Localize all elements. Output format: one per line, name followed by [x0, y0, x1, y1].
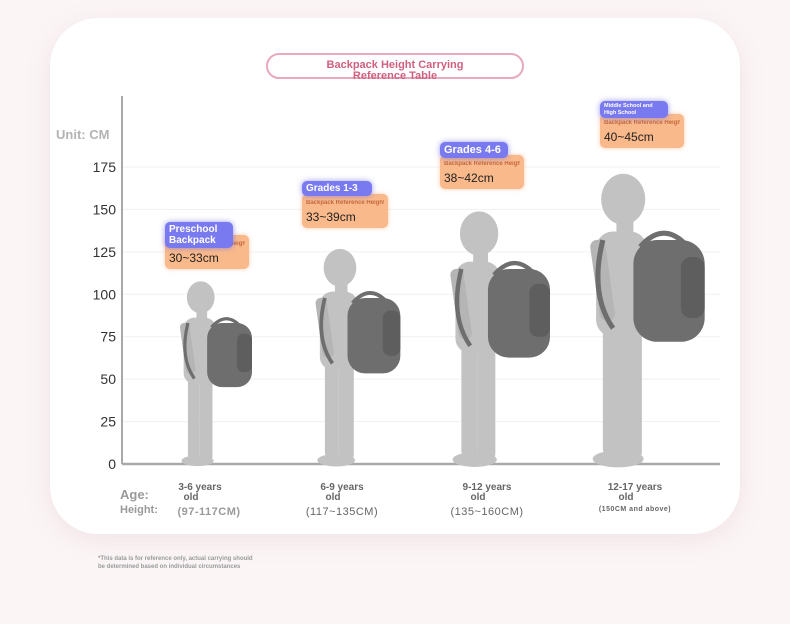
- footnote: *This data is for reference only, actual…: [98, 555, 253, 571]
- backpack-strap: [319, 297, 334, 365]
- category-age: 6-9 years old: [292, 483, 392, 503]
- category-age: 12-17 years old: [580, 483, 690, 503]
- chart-title-line2: Reference Table: [352, 70, 438, 82]
- category-age-range: 9-12 years: [462, 482, 512, 493]
- category-height: (117~135CM): [305, 506, 379, 518]
- height-axis-label: Height:: [120, 504, 158, 516]
- y-tick-75: 75: [100, 329, 116, 345]
- category-height: (150CM and above): [598, 506, 672, 513]
- figure-feet: [181, 455, 214, 467]
- category-age-suffix: old: [325, 492, 341, 503]
- y-tick-0: 0: [108, 456, 116, 472]
- ref-badge-value: 38~42cm: [444, 171, 494, 185]
- grade-badge-4: Middle School and High School: [600, 101, 668, 118]
- category-age-range: 6-9 years: [320, 482, 364, 493]
- figure-head: [323, 248, 357, 287]
- category-age: 3-6 years old: [150, 483, 250, 503]
- figure-leg-back: [324, 363, 339, 458]
- category-age-range: 3-6 years: [178, 482, 222, 493]
- figure-head: [459, 211, 499, 256]
- figure-feet: [452, 452, 497, 467]
- figure-4: [590, 173, 705, 468]
- y-tick-25: 25: [100, 414, 116, 430]
- unit-label: Unit: CM: [56, 127, 110, 142]
- category-height: (97-117CM): [177, 506, 241, 518]
- figure-head: [186, 281, 215, 314]
- category-height: (135~160CM): [450, 506, 524, 518]
- backpack-strap: [454, 268, 473, 348]
- figure-neck: [196, 310, 208, 321]
- category-age-suffix: old: [183, 492, 199, 503]
- backpack-pocket: [529, 283, 551, 337]
- backpack-strap: [595, 239, 616, 330]
- y-tick-175: 175: [93, 159, 117, 175]
- footnote-line1: *This data is for reference only, actual…: [98, 556, 253, 562]
- figure-arm: [590, 239, 615, 321]
- age-axis-label: Age:: [120, 487, 149, 502]
- category-age-suffix: old: [618, 492, 634, 503]
- chart-title: Backpack Height Carrying Reference Table: [266, 53, 524, 82]
- figure-arm: [179, 322, 196, 374]
- grade-badge-1: Preschool Backpack: [165, 222, 233, 248]
- figure-leg-front: [199, 378, 213, 461]
- y-tick-125: 125: [93, 244, 117, 260]
- category-label-3: 9-12 years old (135~160CM): [432, 483, 542, 519]
- ref-badge-4: Backpack Reference Height 40~45cm: [600, 114, 684, 148]
- category-label-4: 12-17 years old (150CM and above): [580, 483, 690, 514]
- category-label-2: 6-9 years old (117~135CM): [292, 483, 392, 519]
- ref-badge-value: 30~33cm: [169, 251, 219, 265]
- grade-badge-2: Grades 1-3: [302, 181, 372, 196]
- figure-leg-front: [477, 345, 496, 460]
- figure-2: [315, 248, 401, 467]
- figure-head: [601, 173, 646, 225]
- ref-badge-label: Backpack Reference Height: [604, 120, 680, 126]
- figure-feet: [592, 450, 644, 468]
- figure-3: [450, 211, 551, 467]
- figure-leg-front: [621, 328, 642, 459]
- category-label-1: 3-6 years old (97-117CM): [150, 483, 250, 519]
- category-age-suffix: old: [470, 492, 486, 503]
- grade-badge-3: Grades 4-6: [440, 142, 508, 158]
- figure-arm: [450, 268, 472, 340]
- footnote-line2: be determined based on individual circum…: [98, 564, 241, 570]
- chart-title-line1: Backpack Height Carrying: [326, 59, 464, 71]
- ref-badge-3: Backpack Reference Height 38~42cm: [440, 155, 524, 189]
- figure-leg-back: [187, 378, 200, 459]
- figure-leg-front: [338, 363, 354, 461]
- y-tick-100: 100: [93, 286, 117, 302]
- child-figures: [179, 173, 705, 468]
- backpack-pocket: [680, 256, 705, 319]
- ref-badge-value: 33~39cm: [306, 210, 356, 224]
- ref-badge-label: Backpack Reference Height: [444, 161, 520, 167]
- backpack-pocket: [382, 310, 401, 356]
- figure-arm: [315, 297, 334, 358]
- ref-badge-2: Backpack Reference Height 33~39cm: [302, 194, 388, 228]
- backpack-pocket: [237, 333, 253, 373]
- category-age: 9-12 years old: [432, 483, 542, 503]
- ref-badge-value: 40~45cm: [604, 130, 654, 144]
- y-tick-labels: 0 25 50 75 100 125 150 175: [93, 159, 117, 472]
- figure-leg-back: [461, 345, 478, 457]
- figure-leg-back: [602, 328, 622, 456]
- category-age-range: 12-17 years: [607, 482, 663, 493]
- figure-1: [179, 281, 253, 467]
- backpack-strap: [183, 322, 196, 380]
- y-tick-150: 150: [93, 201, 117, 217]
- y-tick-50: 50: [100, 371, 116, 387]
- ref-badge-label: Backpack Reference Height: [306, 200, 384, 206]
- figure-feet: [317, 453, 356, 467]
